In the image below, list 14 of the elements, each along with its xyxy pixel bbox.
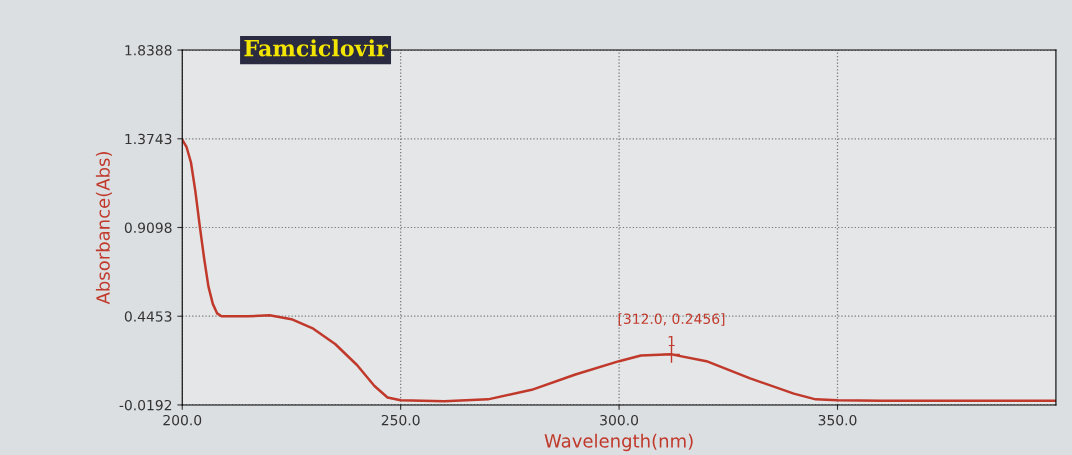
x-axis-title: Wavelength(nm) — [544, 433, 693, 452]
x-tick-label: 250.0 — [381, 414, 420, 426]
x-tick-label: 300.0 — [600, 414, 639, 426]
y-tick-label: 1.8388 — [125, 45, 172, 56]
annotation: [312.0, 0.2456] — [618, 313, 725, 326]
annotation: 1 — [668, 335, 675, 347]
y-tick-label: -0.0192 — [119, 399, 172, 411]
y-tick-label: 1.3743 — [125, 133, 172, 145]
y-axis-title: Absorbance(Abs) — [95, 152, 112, 305]
y-tick-label: 0.9098 — [124, 222, 172, 233]
x-tick-label: 350.0 — [818, 414, 857, 426]
x-tick-label: 200.0 — [163, 414, 202, 426]
chart-title: Famciclovir — [244, 39, 388, 57]
y-tick-label: 0.4453 — [124, 311, 172, 322]
